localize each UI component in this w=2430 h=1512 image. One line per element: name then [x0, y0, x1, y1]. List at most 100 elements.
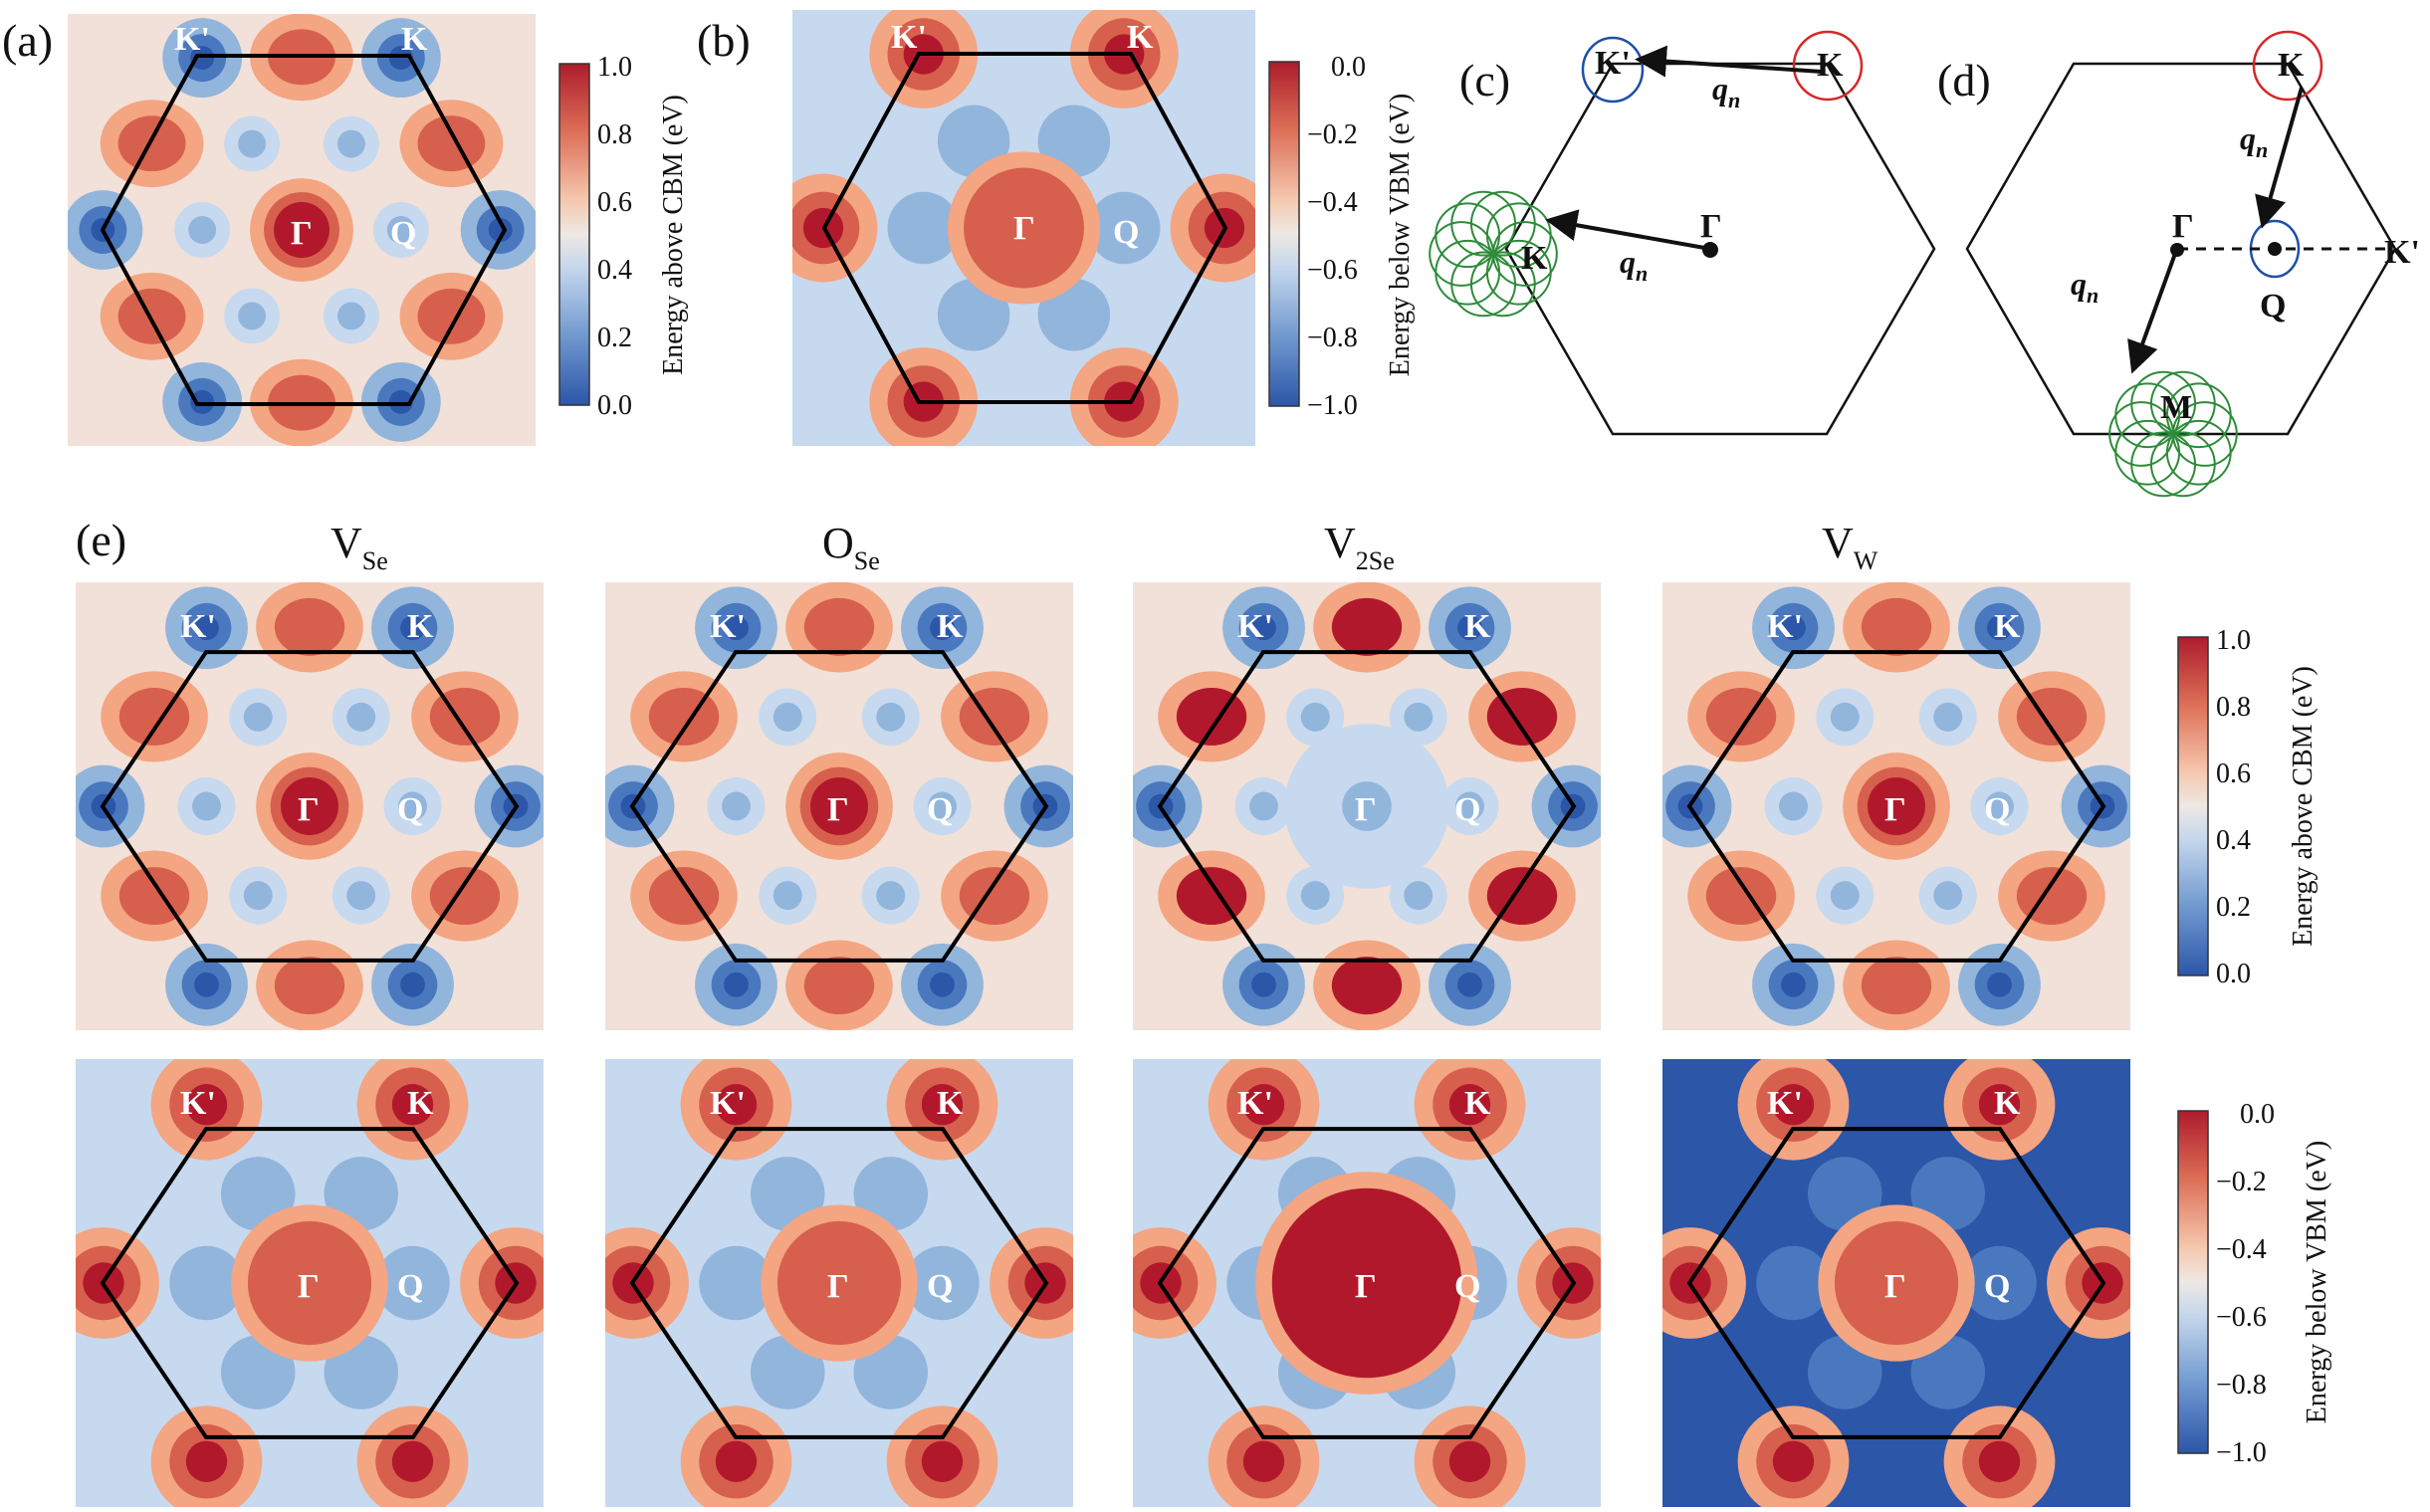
cb-a-tick: 1.0: [597, 52, 632, 83]
q-valley: [928, 791, 957, 821]
q-valley: [1455, 791, 1484, 821]
colorbar-e-vbm-ramp: [2177, 1110, 2209, 1454]
cb-b-tick: −0.6: [1307, 255, 1358, 286]
energy-lobe: [274, 597, 345, 656]
gamma-valley: [1342, 781, 1392, 831]
k-label: K: [401, 21, 428, 58]
k-valley: [388, 46, 413, 71]
green-rosette-d: [2108, 370, 2238, 498]
cb-e1-tick: 0.4: [2216, 825, 2251, 856]
colorbar-b: 0.0 −0.2 −0.4 −0.6 −0.8 −1.0 Energy belo…: [1268, 52, 1416, 421]
q-region: [887, 191, 961, 265]
q-valley: [1249, 791, 1278, 821]
gamma-valley: [281, 777, 338, 835]
q-label: Q: [1454, 791, 1480, 828]
energy-lobe: [117, 288, 186, 344]
q-label: Q: [1113, 214, 1139, 251]
k-prime-label: K': [1237, 1085, 1273, 1122]
brillouin-zone: [1157, 1127, 1577, 1439]
gamma-label: Γ: [298, 791, 320, 828]
column-title-vw: VW: [1822, 519, 1878, 575]
rosette-circle: [1429, 221, 1494, 287]
panel-label-d: (d): [1937, 55, 1991, 106]
cb-e1-tick: 0.6: [2216, 758, 2251, 789]
gamma-point-c: [1702, 242, 1718, 258]
k-label: K: [1817, 47, 1844, 84]
k-valley: [1772, 1440, 1815, 1482]
cb-e2-tick: −0.8: [2216, 1370, 2267, 1401]
k-valley: [488, 218, 513, 242]
energy-map: [1662, 1059, 2130, 1507]
q-valley: [1830, 881, 1860, 911]
panel-label-b: (b): [697, 15, 751, 66]
defect-map-grid: K' K Γ Q K' K Γ Q K' K Γ Q K' K Γ Q K' K Γ Q K' K Γ Q K' K Γ Q K' K Γ Q: [76, 582, 2130, 1507]
k-valley: [388, 389, 413, 414]
gamma-valley: [274, 202, 330, 258]
k-valley: [400, 972, 425, 997]
k-valley: [190, 46, 215, 71]
k-valley: [185, 1440, 228, 1482]
colorbar-e-vbm: 0.0 −0.2 −0.4 −0.6 −0.8 −1.0 Energy belo…: [2177, 1099, 2332, 1468]
energy-lobe: [959, 687, 1030, 746]
q-region: [699, 1245, 773, 1321]
k-label: K: [937, 1085, 964, 1122]
q-valley: [243, 702, 273, 732]
k-valley: [1457, 972, 1482, 997]
energy-lobe: [1331, 597, 1403, 656]
k-valley: [1448, 1440, 1491, 1482]
k-label: K: [407, 608, 434, 645]
defect-map-vbm-3: K' K Γ Q: [1662, 1059, 2130, 1507]
q-valley: [192, 791, 221, 821]
q-valley: [773, 881, 802, 911]
defect-map-cbm-1: K' K Γ Q: [605, 582, 1073, 1030]
energy-lobe: [1486, 867, 1558, 926]
q-valley: [1933, 702, 1963, 732]
colorbar-a-ramp: [558, 63, 590, 406]
gamma-valley: [810, 777, 868, 835]
q-label: Q: [1984, 791, 2010, 828]
gamma-label: Γ: [298, 1268, 320, 1305]
k-valley: [1987, 615, 2012, 641]
energy-lobe: [959, 867, 1030, 926]
cb-a-tick: 0.4: [597, 255, 632, 286]
gamma-label: Γ: [2172, 208, 2194, 245]
cb-b-tick: −1.0: [1307, 390, 1358, 421]
cb-e2-tick: −1.0: [2216, 1437, 2267, 1468]
q-region: [1756, 1245, 1831, 1321]
q-valley: [238, 129, 267, 158]
energy-lobe: [648, 867, 720, 926]
panel-e: (e) VSe OSe V2Se VW K' K Γ Q K' K Γ Q K' K Γ Q K' K Γ Q…: [76, 515, 2130, 1507]
brillouin-zone-d: [1965, 62, 2397, 436]
brillouin-zone: [100, 1127, 520, 1439]
k-valley: [715, 1440, 758, 1482]
qn-label: qn: [2240, 120, 2268, 162]
colorbar-a-label: Energy above CBM (eV): [658, 95, 689, 375]
panel-label-e: (e): [76, 515, 126, 565]
panel-a: (a) K' K Γ Q: [2, 14, 536, 446]
k-label: K: [2278, 47, 2305, 84]
q-label: Q: [397, 1268, 423, 1305]
q-region: [375, 1245, 450, 1321]
energy-map: [605, 582, 1073, 1030]
k-prime-label: K': [1237, 608, 1273, 645]
gamma-label: Γ: [1355, 1268, 1377, 1305]
q-region: [905, 1245, 980, 1321]
defect-map-cbm-2: K' K Γ Q: [1133, 582, 1601, 1030]
energy-map: [76, 1059, 544, 1507]
q-region: [1087, 191, 1161, 265]
k-valley: [400, 615, 425, 641]
brillouin-zone: [100, 650, 520, 963]
cb-e2-tick: 0.0: [2240, 1099, 2275, 1130]
energy-lobe: [118, 687, 190, 746]
cb-e1-tick: 0.8: [2216, 692, 2251, 723]
cb-e2-tick: −0.2: [2216, 1167, 2267, 1197]
k-valley: [930, 972, 955, 997]
k-label: K: [1994, 1085, 2021, 1122]
k-label: K: [1464, 1085, 1491, 1122]
cb-a-tick: 0.6: [597, 187, 632, 218]
gamma-valley: [1271, 1188, 1462, 1379]
panel-label-a: (a): [2, 15, 53, 66]
labels-a: K' K Γ Q: [174, 21, 428, 252]
arrow-k-to-kprime: [1635, 45, 1823, 78]
